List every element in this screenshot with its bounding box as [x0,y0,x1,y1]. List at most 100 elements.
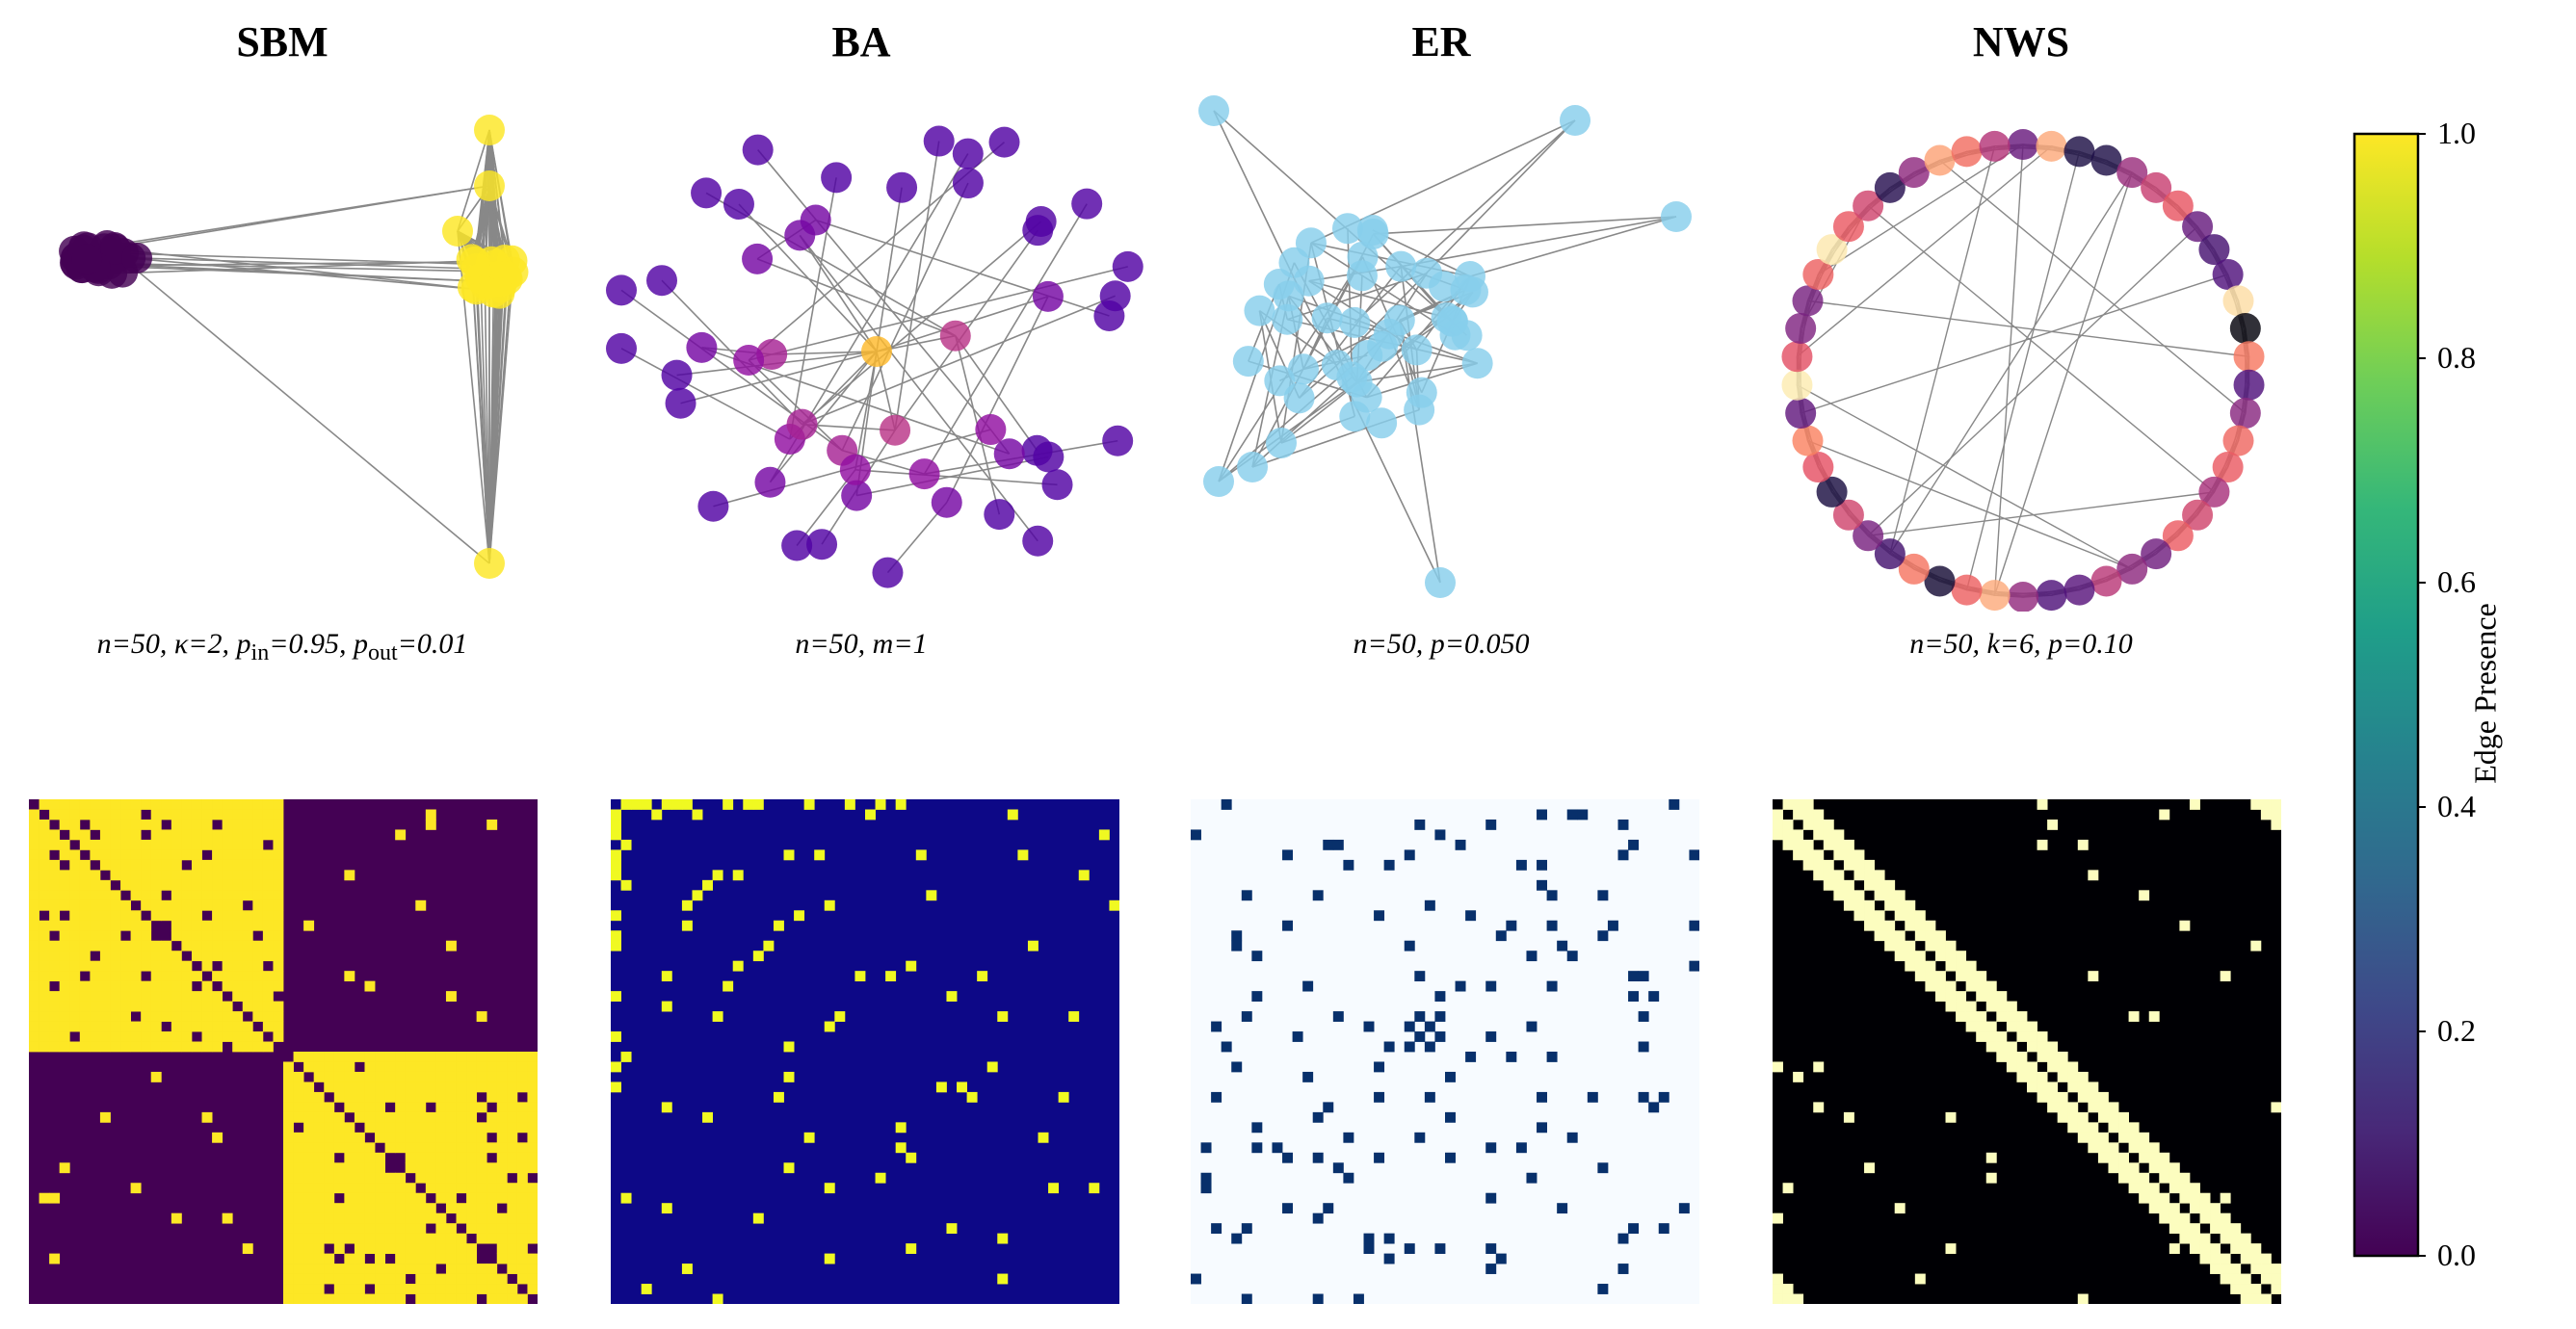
matrix-cell [1945,1001,1957,1012]
matrix-cell [2271,799,2281,810]
matrix-cell [59,951,70,962]
matrix-cell [303,1061,315,1073]
matrix-cell [466,1071,478,1082]
matrix-cell [29,809,39,821]
matrix-cell [324,1102,335,1113]
matrix-cell [90,1041,101,1053]
matrix-cell [293,1142,304,1154]
edge [1213,110,1441,584]
node [2008,129,2038,160]
matrix-cell [2220,1192,2231,1204]
matrix-cell [2088,1122,2099,1134]
matrix-cell [1925,971,1936,982]
matrix-cell [354,1152,365,1163]
matrix-cell [232,899,244,911]
matrix-cell [2210,1223,2221,1235]
matrix-cell [29,859,39,871]
node [1346,260,1378,292]
matrix-cell [79,940,91,951]
matrix-cell [2159,1152,2170,1163]
matrix-cell [232,951,244,962]
matrix-cell [242,971,253,982]
matrix-cell [161,1011,172,1022]
matrix-cell [262,1011,274,1022]
matrix-cell [456,1091,467,1103]
matrix-cell [364,1142,376,1154]
matrix-cell [611,940,621,951]
matrix-cell [293,1132,304,1143]
matrix-cell [1221,799,1232,810]
matrix-cell [252,1011,264,1022]
matrix-cell [1853,870,1865,881]
edge [488,292,495,564]
network-sbm [59,115,529,579]
matrix-cell [405,1132,416,1143]
matrix-cell [1414,971,1426,982]
matrix-cell [1905,960,1916,972]
matrix-cell [273,829,284,841]
matrix-cell [486,1183,498,1194]
matrix-cell [171,829,182,841]
matrix-cell [1546,1052,1558,1062]
matrix-background [611,799,1119,1304]
matrix-cell [161,849,172,861]
matrix-cell [90,1001,101,1012]
matrix-cell [2108,1102,2119,1113]
matrix-cell [466,1132,478,1143]
matrix-cell [906,960,917,972]
caption-sbm-n: n=50 [96,628,160,660]
node [474,548,505,579]
matrix-cell [2139,890,2150,901]
matrix-cell [2230,1233,2242,1244]
matrix-cell [110,829,121,841]
matrix-cell [273,899,284,911]
edges [1213,110,1677,584]
matrix-cell [344,971,355,982]
matrix-cell [232,839,244,850]
matrix-cell [1782,819,1794,830]
matrix-cell [2077,1132,2089,1143]
matrix-cell [242,991,253,1002]
node [661,359,693,391]
matrix-cell [29,829,39,841]
matrix-cell [201,859,213,871]
matrix-cell [1996,1031,2008,1042]
matrix-cell [39,951,50,962]
matrix-cell [1566,951,1578,962]
matrix-cell [29,819,39,830]
matrix-cell [161,1041,172,1053]
matrix-cell [1823,839,1834,850]
matrix-cell [293,1111,304,1123]
matrix-cell [69,991,81,1002]
matrix-cell [1485,980,1497,992]
matrix-cell [39,960,50,972]
matrix-cell [2077,1122,2089,1134]
matrix-cell [130,839,142,850]
matrix-cell [496,1172,508,1184]
matrix-cell [1934,991,1946,1002]
matrix-cell [344,1052,355,1062]
matrix-cell [344,1172,355,1184]
matrix-cell [212,971,223,982]
matrix-cell [435,1233,447,1244]
matrix-cell [2037,1041,2048,1053]
node [908,458,940,490]
matrix-cell [232,910,244,922]
matrix-cell [1251,991,1263,1002]
matrix-cell [1414,1011,1426,1022]
matrix-cell [1934,971,1946,982]
matrix-cell [1976,1011,1987,1022]
matrix-cell [69,890,81,901]
matrix-cell [161,980,172,992]
matrix-cell [425,1264,436,1274]
matrix-cell [324,1273,335,1285]
matrix-cell [232,940,244,951]
matrix-cell [364,1243,376,1254]
matrix-cell [415,1152,427,1163]
edge [488,293,501,564]
colorbar-tick-label: 0.6 [2437,564,2476,599]
matrix-cell [49,920,61,931]
colorbar-tick-label: 0.8 [2437,340,2476,375]
matrix-cell [262,829,274,841]
matrix-cell [283,1243,294,1254]
